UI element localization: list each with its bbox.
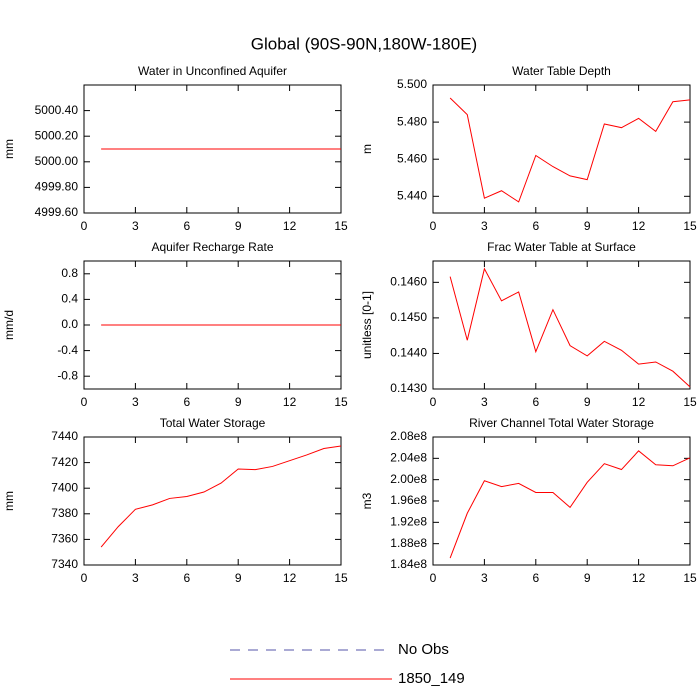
y-tick-label: 0.1450 <box>390 310 427 324</box>
x-tick-label: 3 <box>481 395 488 409</box>
y-tick-label: 7380 <box>51 506 78 520</box>
figure-title: Global (90S-90N,180W-180E) <box>251 34 477 53</box>
y-tick-label: 0.0 <box>61 317 78 331</box>
x-tick-label: 0 <box>81 219 88 233</box>
panel-title: Water Table Depth <box>512 64 611 78</box>
x-tick-label: 3 <box>481 219 488 233</box>
y-axis-label: mm <box>2 139 16 159</box>
x-tick-label: 6 <box>183 219 190 233</box>
plot-frame <box>432 260 691 390</box>
x-tick-label: 9 <box>235 219 242 233</box>
x-tick-label: 6 <box>532 571 539 585</box>
x-tick-label: 6 <box>532 395 539 409</box>
y-tick-label: 1.84e8 <box>390 557 427 571</box>
y-axis-label: unitless [0-1] <box>360 291 374 359</box>
y-tick-label: 5.500 <box>397 77 427 91</box>
panel-title: Water in Unconfined Aquifer <box>138 64 287 78</box>
plot-frame <box>432 84 691 214</box>
panel-title: Total Water Storage <box>160 416 266 430</box>
y-tick-label: 2.08e8 <box>390 429 427 443</box>
x-tick-label: 0 <box>430 219 437 233</box>
x-tick-label: 12 <box>632 395 646 409</box>
x-tick-label: 12 <box>283 219 297 233</box>
x-tick-label: 0 <box>81 571 88 585</box>
x-tick-label: 3 <box>132 571 139 585</box>
y-tick-label: 1.92e8 <box>390 515 427 529</box>
panel-title: Aquifer Recharge Rate <box>151 240 273 254</box>
y-tick-label: 4999.80 <box>35 180 79 194</box>
y-tick-label: 0.1430 <box>390 381 427 395</box>
y-tick-label: 1.88e8 <box>390 536 427 550</box>
y-tick-label: 7360 <box>51 532 78 546</box>
x-tick-label: 0 <box>430 395 437 409</box>
x-tick-label: 9 <box>584 395 591 409</box>
y-tick-label: 5000.00 <box>35 154 79 168</box>
x-tick-label: 15 <box>334 395 348 409</box>
x-tick-label: 0 <box>430 571 437 585</box>
y-tick-label: 7420 <box>51 455 78 469</box>
y-axis-label: m <box>360 144 374 154</box>
y-tick-label: -0.4 <box>57 343 78 357</box>
data-line <box>449 450 691 559</box>
y-tick-label: 0.4 <box>61 292 78 306</box>
x-tick-label: 3 <box>132 219 139 233</box>
y-tick-label: 0.8 <box>61 266 78 280</box>
y-tick-label: 4999.60 <box>35 205 79 219</box>
x-tick-label: 9 <box>235 395 242 409</box>
x-tick-label: 9 <box>584 219 591 233</box>
y-axis-label: mm/d <box>2 310 16 340</box>
y-tick-label: 5.440 <box>397 188 427 202</box>
x-tick-label: 15 <box>683 219 697 233</box>
panel-title: River Channel Total Water Storage <box>469 416 654 430</box>
plot-frame <box>432 436 691 566</box>
x-tick-label: 3 <box>481 571 488 585</box>
y-tick-label: 5000.20 <box>35 128 79 142</box>
x-tick-label: 12 <box>632 571 646 585</box>
x-tick-label: 15 <box>683 395 697 409</box>
y-tick-label: 0.1460 <box>390 275 427 289</box>
x-tick-label: 15 <box>683 571 697 585</box>
y-tick-label: 1.96e8 <box>390 493 427 507</box>
y-tick-label: 5.460 <box>397 151 427 165</box>
panel-title: Frac Water Table at Surface <box>487 240 636 254</box>
x-tick-label: 9 <box>584 571 591 585</box>
y-tick-label: 2.04e8 <box>390 451 427 465</box>
y-tick-label: 5000.40 <box>35 103 79 117</box>
y-axis-label: m3 <box>360 492 374 509</box>
data-line <box>449 267 691 388</box>
y-tick-label: 7400 <box>51 480 78 494</box>
x-tick-label: 6 <box>183 395 190 409</box>
x-tick-label: 15 <box>334 219 348 233</box>
y-tick-label: 5.480 <box>397 114 427 128</box>
x-tick-label: 12 <box>283 571 297 585</box>
x-tick-label: 12 <box>283 395 297 409</box>
y-axis-label: mm <box>2 491 16 511</box>
y-tick-label: 0.1440 <box>390 346 427 360</box>
x-tick-label: 6 <box>183 571 190 585</box>
x-tick-label: 12 <box>632 219 646 233</box>
y-tick-label: 7340 <box>51 557 78 571</box>
data-line <box>100 445 342 548</box>
data-line <box>449 97 691 203</box>
y-tick-label: 2.00e8 <box>390 472 427 486</box>
plot-frame <box>83 436 342 566</box>
x-tick-label: 15 <box>334 571 348 585</box>
y-tick-label: 7440 <box>51 429 78 443</box>
x-tick-label: 0 <box>81 395 88 409</box>
y-tick-label: -0.8 <box>57 368 78 382</box>
legend-label: No Obs <box>398 641 449 658</box>
x-tick-label: 6 <box>532 219 539 233</box>
legend-label: 1850_149 <box>398 670 465 687</box>
x-tick-label: 3 <box>132 395 139 409</box>
x-tick-label: 9 <box>235 571 242 585</box>
